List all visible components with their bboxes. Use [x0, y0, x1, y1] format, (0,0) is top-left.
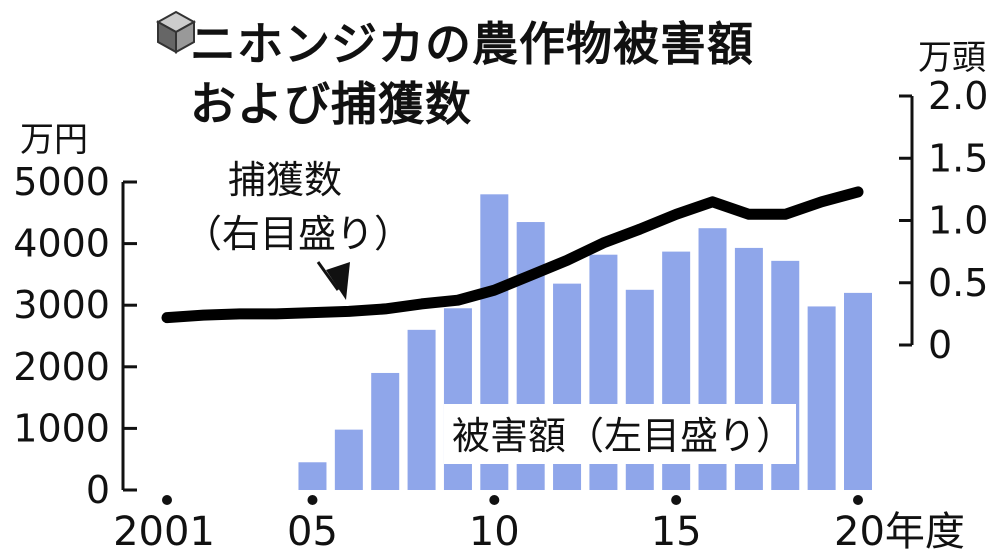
x-tick-dot	[489, 495, 500, 505]
right-tick-label: 1.0	[928, 199, 988, 243]
left-axis-unit: 万円	[20, 120, 88, 160]
left-axis-ticks: 0 1000 2000 3000 4000 5000	[13, 160, 137, 512]
line-series	[161, 186, 864, 324]
x-tick-dot	[162, 495, 172, 505]
bar-2019	[807, 306, 836, 490]
x-tick-label: 2001	[113, 509, 215, 555]
cube-icon	[155, 10, 197, 54]
right-tick-label: 2.0	[928, 74, 988, 118]
x-tick-dot	[853, 495, 863, 505]
x-tick-label: 15	[651, 509, 702, 555]
left-tick-label: 5000	[13, 160, 110, 204]
left-tick-label: 0	[86, 468, 110, 512]
right-axis-unit: 万頭	[918, 38, 986, 78]
chart-title-line2: および捕獲数	[190, 77, 472, 131]
bar-2020	[844, 292, 872, 490]
bar-2008	[407, 329, 436, 490]
right-tick-label: 1.5	[928, 136, 988, 180]
x-tick-label: 05	[287, 509, 338, 555]
right-axis-ticks: 0 0.5 1.0 1.5 2.0	[899, 74, 988, 367]
left-tick-label: 2000	[13, 345, 110, 389]
line-annotation-arrowhead	[326, 262, 350, 300]
line-annotation-leader	[316, 261, 340, 291]
x-tick-label: 10	[469, 509, 520, 555]
bar-annotation-label: 被害額（左目盛り）	[452, 414, 794, 458]
x-axis-ticks: 2001 05 10 15 20年度	[113, 495, 965, 555]
line-annotation-sublabel: （右目盛り）	[184, 212, 412, 256]
line-annotation-label: 捕獲数	[228, 158, 342, 202]
bar-annotation-box	[444, 404, 796, 464]
left-tick-label: 4000	[13, 222, 110, 266]
left-tick-label: 3000	[13, 283, 110, 327]
left-tick-label: 1000	[13, 406, 110, 450]
right-tick-label: 0.5	[928, 261, 988, 305]
chart-title-line1: ニホンジカの農作物被害額	[190, 17, 754, 71]
x-tick-dot	[307, 495, 318, 505]
x-tick-dot	[671, 495, 682, 505]
bar-2006	[334, 429, 363, 490]
x-tick-label: 20年度	[834, 509, 965, 555]
bar-2007	[371, 372, 400, 490]
bar-2005	[298, 462, 327, 490]
right-tick-label: 0	[928, 323, 952, 367]
